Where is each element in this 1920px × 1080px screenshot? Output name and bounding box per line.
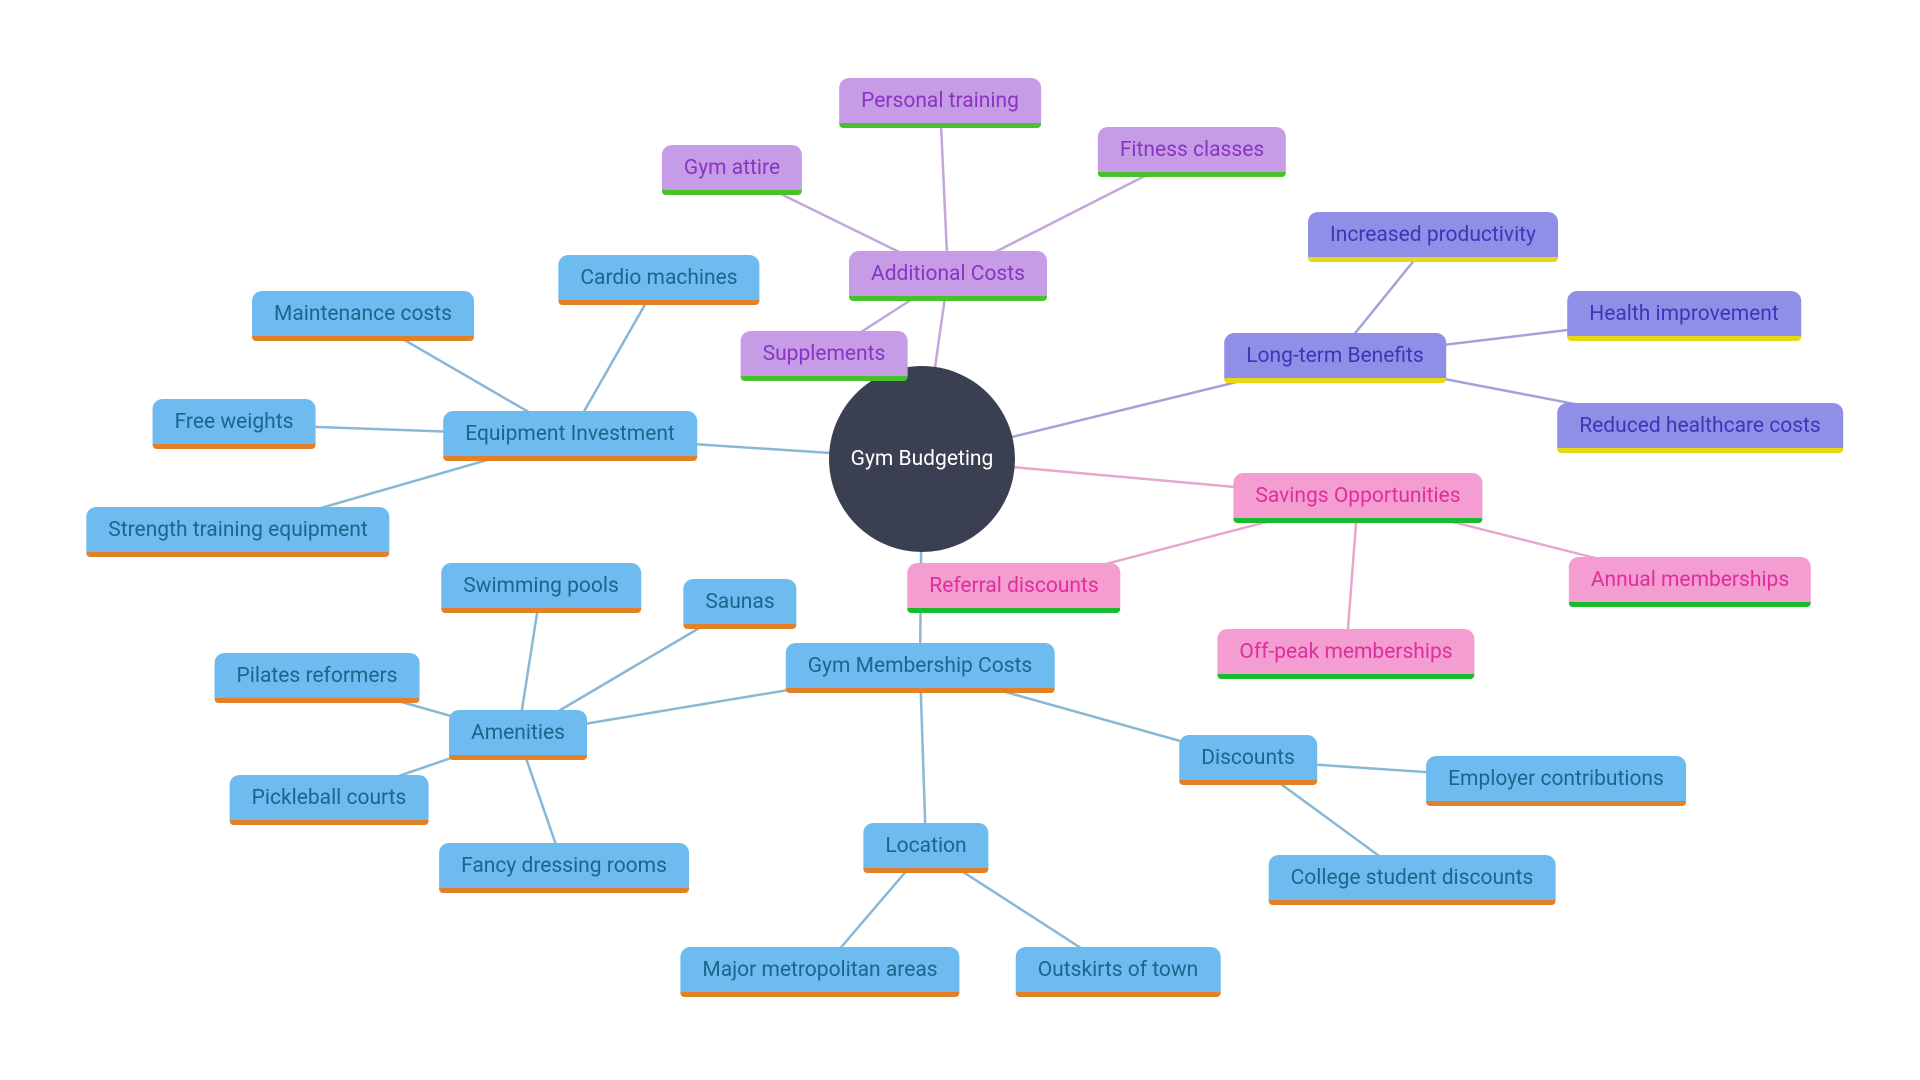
node-label: Cardio machines [580, 266, 737, 290]
node-fitclass: Fitness classes [1098, 127, 1286, 177]
node-metro: Major metropolitan areas [680, 947, 959, 997]
node-label: Major metropolitan areas [702, 958, 937, 982]
node-label: Pickleball courts [252, 786, 407, 810]
node-label: Discounts [1201, 746, 1295, 770]
node-dress: Fancy dressing rooms [439, 843, 689, 893]
node-attire: Gym attire [662, 145, 802, 195]
node-label: Free weights [175, 410, 294, 434]
node-ptrain: Personal training [839, 78, 1041, 128]
node-maint: Maintenance costs [252, 291, 474, 341]
node-label: Supplements [763, 342, 886, 366]
node-label: Amenities [471, 721, 565, 745]
node-label: Annual memberships [1591, 568, 1789, 592]
node-freewt: Free weights [153, 399, 316, 449]
node-ltb: Long-term Benefits [1224, 333, 1446, 383]
edge-membership-loc [920, 668, 926, 848]
node-label: Long-term Benefits [1246, 344, 1424, 368]
node-label: Off-peak memberships [1239, 640, 1452, 664]
node-college: College student discounts [1269, 855, 1556, 905]
node-supp: Supplements [741, 331, 908, 381]
node-pool: Swimming pools [441, 563, 641, 613]
node-label: Maintenance costs [274, 302, 452, 326]
node-label: College student discounts [1291, 866, 1534, 890]
node-label: Gym attire [684, 156, 780, 180]
node-offpeak: Off-peak memberships [1217, 629, 1474, 679]
node-prod: Increased productivity [1308, 212, 1558, 262]
node-label: Referral discounts [929, 574, 1098, 598]
node-loc: Location [863, 823, 988, 873]
node-membership: Gym Membership Costs [786, 643, 1055, 693]
node-outskirt: Outskirts of town [1016, 947, 1221, 997]
center-node: Gym Budgeting [829, 366, 1015, 552]
node-employer: Employer contributions [1426, 756, 1686, 806]
node-pickle: Pickleball courts [230, 775, 429, 825]
node-label: Outskirts of town [1038, 958, 1199, 982]
node-save: Savings Opportunities [1233, 473, 1482, 523]
node-label: Swimming pools [463, 574, 619, 598]
node-annual: Annual memberships [1569, 557, 1811, 607]
node-label: Reduced healthcare costs [1579, 414, 1821, 438]
node-refer: Referral discounts [907, 563, 1120, 613]
node-label: Pilates reformers [237, 664, 398, 688]
node-addl: Additional Costs [849, 251, 1047, 301]
node-label: Savings Opportunities [1255, 484, 1460, 508]
mindmap-canvas: Gym Budgeting Equipment Investment Cardio … [0, 0, 1920, 1080]
node-amen: Amenities [449, 710, 587, 760]
node-label: Location [885, 834, 966, 858]
center-label: Gym Budgeting [851, 447, 994, 471]
node-health: Health improvement [1567, 291, 1801, 341]
node-label: Additional Costs [871, 262, 1025, 286]
node-equip: Equipment Investment [443, 411, 697, 461]
node-label: Increased productivity [1330, 223, 1536, 247]
node-cardio: Cardio machines [558, 255, 759, 305]
node-label: Fancy dressing rooms [461, 854, 667, 878]
node-label: Health improvement [1589, 302, 1779, 326]
node-label: Strength training equipment [108, 518, 367, 542]
node-label: Fitness classes [1120, 138, 1264, 162]
node-label: Equipment Investment [465, 422, 675, 446]
node-disc: Discounts [1179, 735, 1317, 785]
node-strength: Strength training equipment [86, 507, 389, 557]
node-label: Saunas [705, 590, 774, 614]
node-pilates: Pilates reformers [215, 653, 420, 703]
node-label: Gym Membership Costs [808, 654, 1033, 678]
node-sauna: Saunas [683, 579, 796, 629]
node-label: Personal training [861, 89, 1019, 113]
node-label: Employer contributions [1448, 767, 1664, 791]
node-hc: Reduced healthcare costs [1557, 403, 1843, 453]
